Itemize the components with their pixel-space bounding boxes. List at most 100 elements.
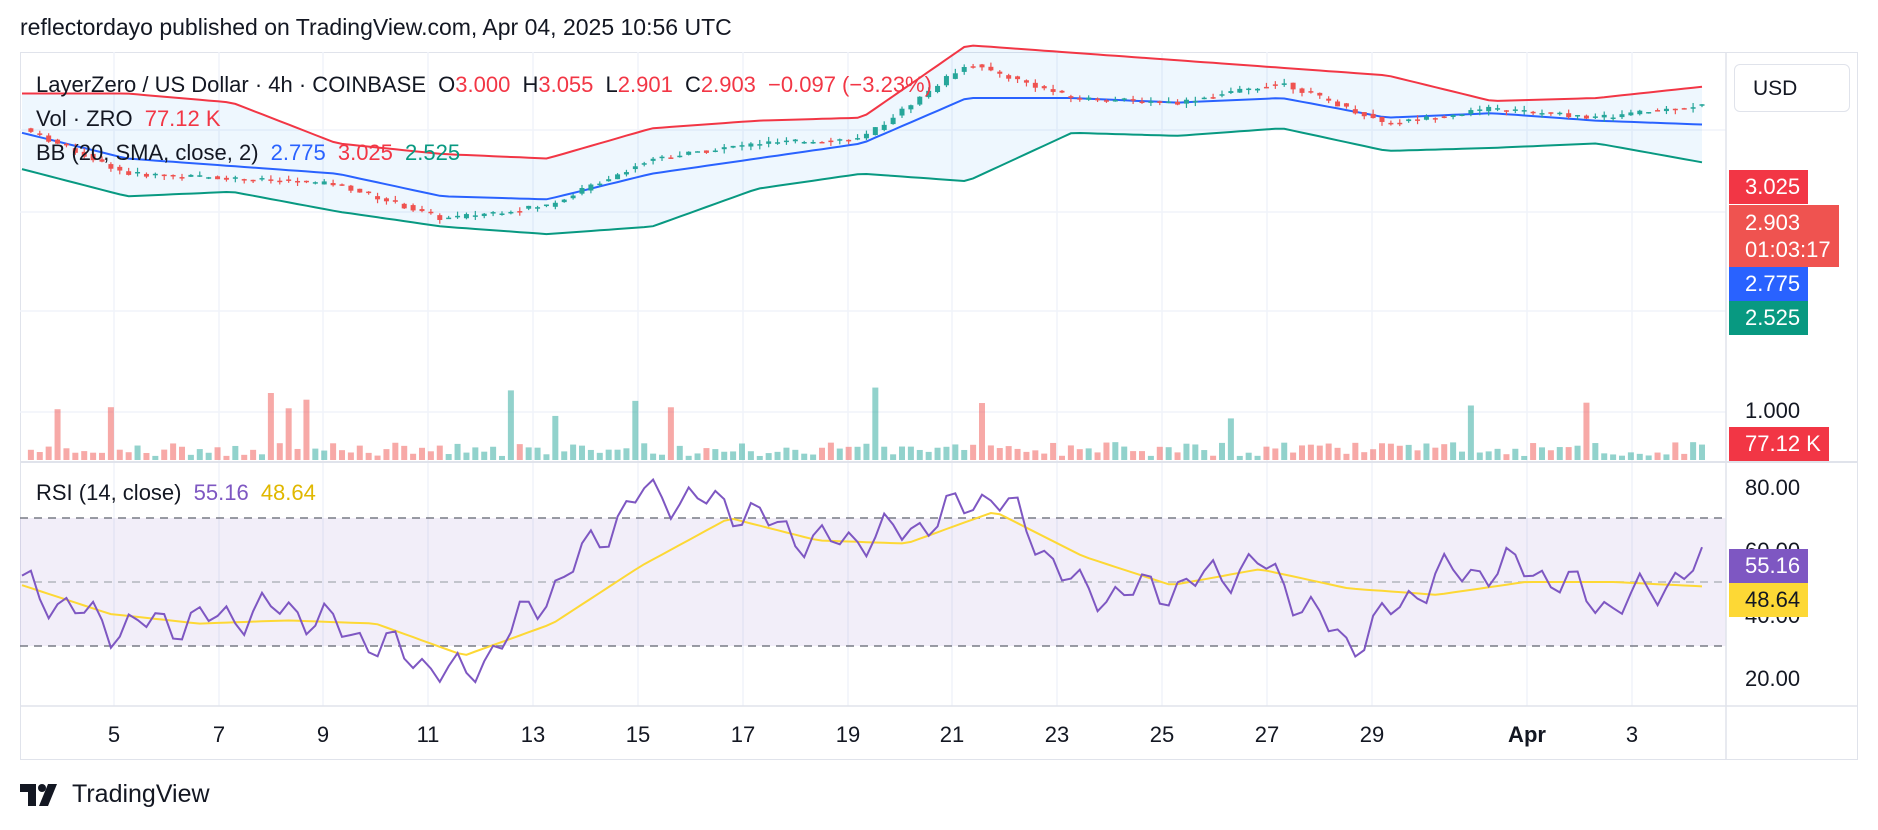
open-value: 3.000 [455,72,511,97]
time-label-apr: Apr [1508,722,1546,747]
candle-187 [1681,108,1687,110]
candle-167 [1503,110,1509,112]
volume-bar-52 [481,451,488,460]
open-label: O [438,72,456,97]
volume-bar-89 [810,454,817,460]
candle-119 [1077,98,1083,100]
time-label-15: 15 [625,722,651,747]
volume-bar-149 [1343,453,1350,460]
candle-124 [1121,98,1127,100]
volume-bar-87 [792,449,799,460]
volume-bar-160 [1441,444,1448,460]
candle-171 [1539,113,1545,115]
volume-bar-28 [267,393,274,460]
rsi-ma-value: 48.64 [260,480,316,505]
high-label: H [522,72,539,97]
volume-bar-11 [116,449,123,460]
candle-113 [1023,80,1029,83]
volume-bar-14 [143,452,150,460]
candle-59 [543,204,549,207]
volume-bar-8 [90,452,97,460]
volume-bar-187 [1681,453,1688,460]
bb-upper-value: 3.025 [337,140,393,165]
candle-144 [1299,88,1305,93]
candle-56 [517,211,523,213]
volume-bar-109 [987,445,994,460]
volume-bar-113 [1023,451,1030,460]
volume-bar-108 [979,403,985,460]
candle-116 [1050,89,1056,92]
volume-bar-2 [36,452,43,460]
volume-bar-189 [1699,444,1705,460]
candle-100 [908,105,914,110]
volume-bar-4 [54,409,61,460]
volume-bar-6 [72,452,79,460]
candle-177 [1592,116,1598,118]
volume-bar-71 [650,453,657,460]
candle-156 [1406,119,1412,122]
candle-57 [526,205,532,209]
time-label-19: 19 [835,722,861,747]
brand-name: TradingView [72,780,210,808]
volume-bar-162 [1459,451,1465,460]
publisher-caption: reflectordayo published on TradingView.c… [20,14,732,40]
candle-125 [1130,99,1136,101]
candle-76 [695,151,701,153]
rsi-tag: 55.16 [1729,549,1809,583]
volume-bar-117 [1059,455,1065,460]
candle-151 [1361,112,1367,117]
candle-3 [46,135,52,142]
candle-88 [801,141,807,144]
candle-162 [1459,114,1465,116]
volume-label: Vol · ZRO [36,106,133,131]
candle-168 [1512,109,1518,111]
volume-bar-83 [756,455,763,460]
rsi-tick-80: 80.00 [1745,475,1801,500]
volume-bar-103 [934,447,941,460]
candle-27 [259,178,265,180]
volume-bar-133 [1201,450,1208,460]
time-label-21: 21 [939,722,965,747]
candle-30 [286,179,292,181]
candle-81 [739,145,745,147]
volume-bar-34 [321,450,328,460]
volume-bar-126 [1139,451,1145,460]
volume-bar-44 [410,453,417,460]
candle-43 [401,203,407,209]
volume-bar-95 [863,443,870,460]
volume-bar-153 [1379,443,1385,460]
candle-126 [1139,101,1145,104]
volume-bar-51 [472,447,479,460]
currency-button[interactable]: USD [1734,64,1850,112]
candle-82 [748,143,754,147]
volume-bar-179 [1610,454,1617,460]
candle-112 [1015,76,1021,80]
volume-bar-136 [1227,418,1234,460]
price-tick-1000: 1.000 [1745,398,1801,423]
volume-bar-24 [232,445,239,460]
time-label-11: 11 [416,722,440,747]
candle-98 [890,117,896,125]
candle-19 [188,174,194,177]
volume-bar-75 [685,455,692,460]
candle-159 [1432,118,1438,120]
volume-bar-31 [294,448,301,460]
time-label-5: 5 [107,722,121,747]
volume-bar-50 [463,452,470,460]
candle-95 [863,133,869,139]
volume-bar-185 [1663,454,1670,460]
candle-118 [1068,96,1074,98]
candle-157 [1415,119,1421,121]
volume-bar-41 [383,449,390,460]
volume-bar-55 [507,390,514,460]
candle-111 [1006,75,1012,79]
rsi-tick-20: 20.00 [1745,666,1801,691]
volume-bar-22 [214,447,221,460]
volume-bar-119 [1076,449,1083,460]
volume-bar-118 [1067,445,1074,460]
candle-7 [81,151,87,157]
candle-114 [1032,82,1038,88]
volume-bar-114 [1032,450,1039,460]
candle-92 [837,139,843,141]
